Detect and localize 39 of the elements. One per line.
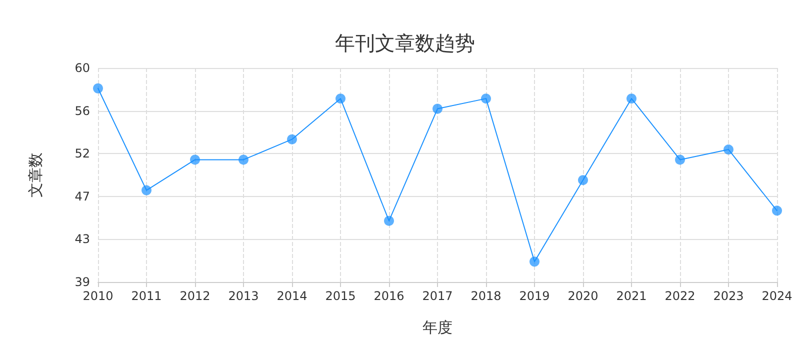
point	[481, 94, 491, 104]
y-tick-label: 60	[74, 61, 90, 75]
y-tick-label: 43	[74, 232, 90, 246]
point	[432, 104, 442, 114]
point	[384, 216, 394, 226]
y-tick-label: 39	[74, 275, 90, 289]
point	[772, 206, 782, 216]
x-tick-label: 2018	[470, 289, 502, 303]
x-tick-label: 2019	[519, 289, 550, 303]
x-tick-label: 2013	[228, 289, 259, 303]
point	[626, 94, 636, 104]
x-tick-label: 2024	[762, 289, 792, 303]
point	[578, 175, 588, 186]
x-tick-label: 2011	[131, 289, 162, 303]
x-tick-label: 2015	[325, 289, 356, 303]
point	[530, 256, 540, 267]
x-tick-label: 2017	[422, 289, 453, 303]
point	[142, 185, 152, 196]
x-tick-label: 2023	[713, 289, 744, 303]
point	[287, 134, 297, 144]
x-tick-label: 2012	[180, 289, 210, 303]
x-axis-title: 年度	[422, 318, 452, 336]
y-tick-label: 56	[74, 104, 90, 118]
chart-title: 年刊文章数趋势	[335, 31, 475, 55]
point	[93, 83, 103, 94]
y-tick-label: 52	[74, 146, 90, 161]
point	[336, 94, 346, 104]
y-tick-label: 47	[74, 189, 90, 204]
x-tick-label: 2021	[616, 289, 647, 303]
x-tick-label: 2020	[568, 289, 598, 303]
x-tick-label: 2010	[82, 289, 114, 303]
point	[724, 144, 734, 155]
point	[238, 154, 248, 165]
point	[675, 154, 685, 165]
y-axis-title: 文章数	[26, 152, 44, 198]
x-tick-label: 2022	[664, 289, 696, 303]
point	[190, 154, 200, 165]
x-tick-label: 2016	[374, 289, 404, 303]
x-tick-label: 2014	[276, 289, 308, 303]
